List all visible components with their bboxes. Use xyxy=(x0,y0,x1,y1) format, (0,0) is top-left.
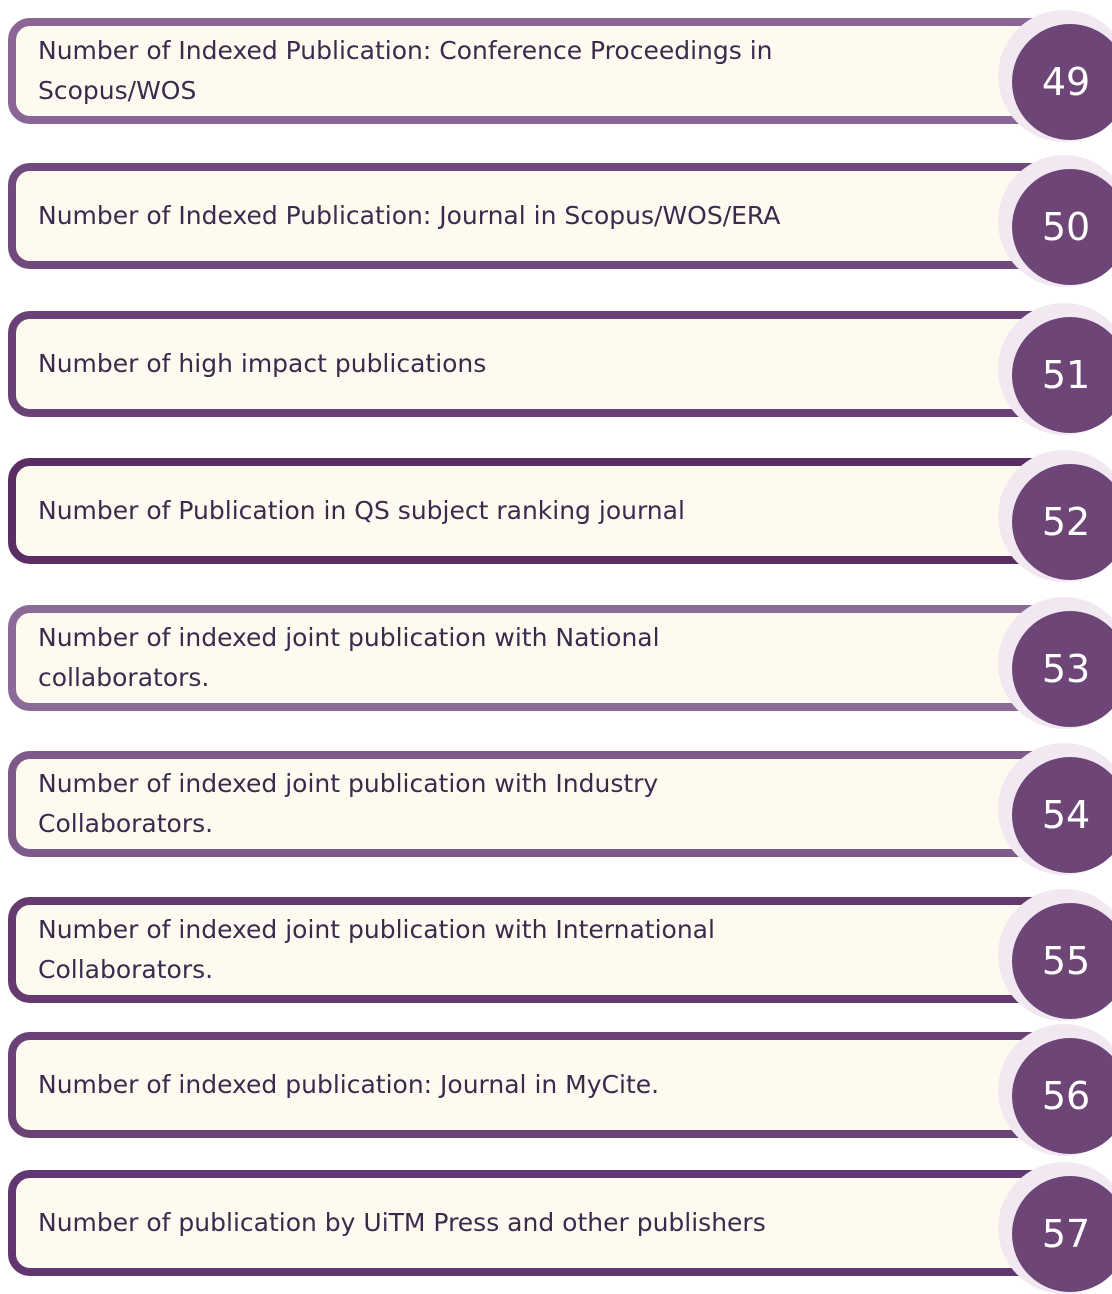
item-label: Number of publication by UiTM Press and … xyxy=(38,1208,766,1237)
list-item: Number of Indexed Publication: Conferenc… xyxy=(8,10,1112,142)
item-label: Number of high impact publications xyxy=(38,349,487,378)
item-bar xyxy=(8,311,1054,417)
item-number: 49 xyxy=(1012,24,1112,140)
item-bar xyxy=(8,1170,1054,1276)
item-label: Number of Indexed Publication: Conferenc… xyxy=(38,36,773,105)
list-item: Number of indexed joint publication with… xyxy=(8,889,1112,1021)
item-number: 53 xyxy=(1012,611,1112,727)
item-label: Number of Publication in QS subject rank… xyxy=(38,496,685,525)
item-bar xyxy=(8,18,1054,124)
item-label: Number of indexed joint publication with… xyxy=(38,915,715,984)
list-item: Number of Publication in QS subject rank… xyxy=(8,450,1112,582)
item-label: Number of indexed joint publication with… xyxy=(38,769,659,838)
item-bar xyxy=(8,897,1054,1003)
item-number: 56 xyxy=(1012,1038,1112,1154)
item-bar xyxy=(8,605,1054,711)
item-label: Number of indexed joint publication with… xyxy=(38,623,660,692)
item-bar xyxy=(8,1032,1054,1138)
item-number: 50 xyxy=(1012,169,1112,285)
list-item: Number of high impact publications 51 xyxy=(8,303,1112,435)
list-item: Number of publication by UiTM Press and … xyxy=(8,1162,1112,1294)
list-item: Number of indexed joint publication with… xyxy=(8,743,1112,875)
list-item: Number of Indexed Publication: Journal i… xyxy=(8,155,1112,287)
list-item: Number of indexed joint publication with… xyxy=(8,597,1112,729)
list-item: Number of indexed publication: Journal i… xyxy=(8,1024,1112,1156)
item-number: 52 xyxy=(1012,464,1112,580)
item-label: Number of Indexed Publication: Journal i… xyxy=(38,201,781,230)
item-number: 57 xyxy=(1012,1176,1112,1292)
item-number: 51 xyxy=(1012,317,1112,433)
item-bar xyxy=(8,458,1054,564)
item-number: 54 xyxy=(1012,757,1112,873)
item-bar xyxy=(8,751,1054,857)
item-number: 55 xyxy=(1012,903,1112,1019)
item-label: Number of indexed publication: Journal i… xyxy=(38,1070,660,1099)
